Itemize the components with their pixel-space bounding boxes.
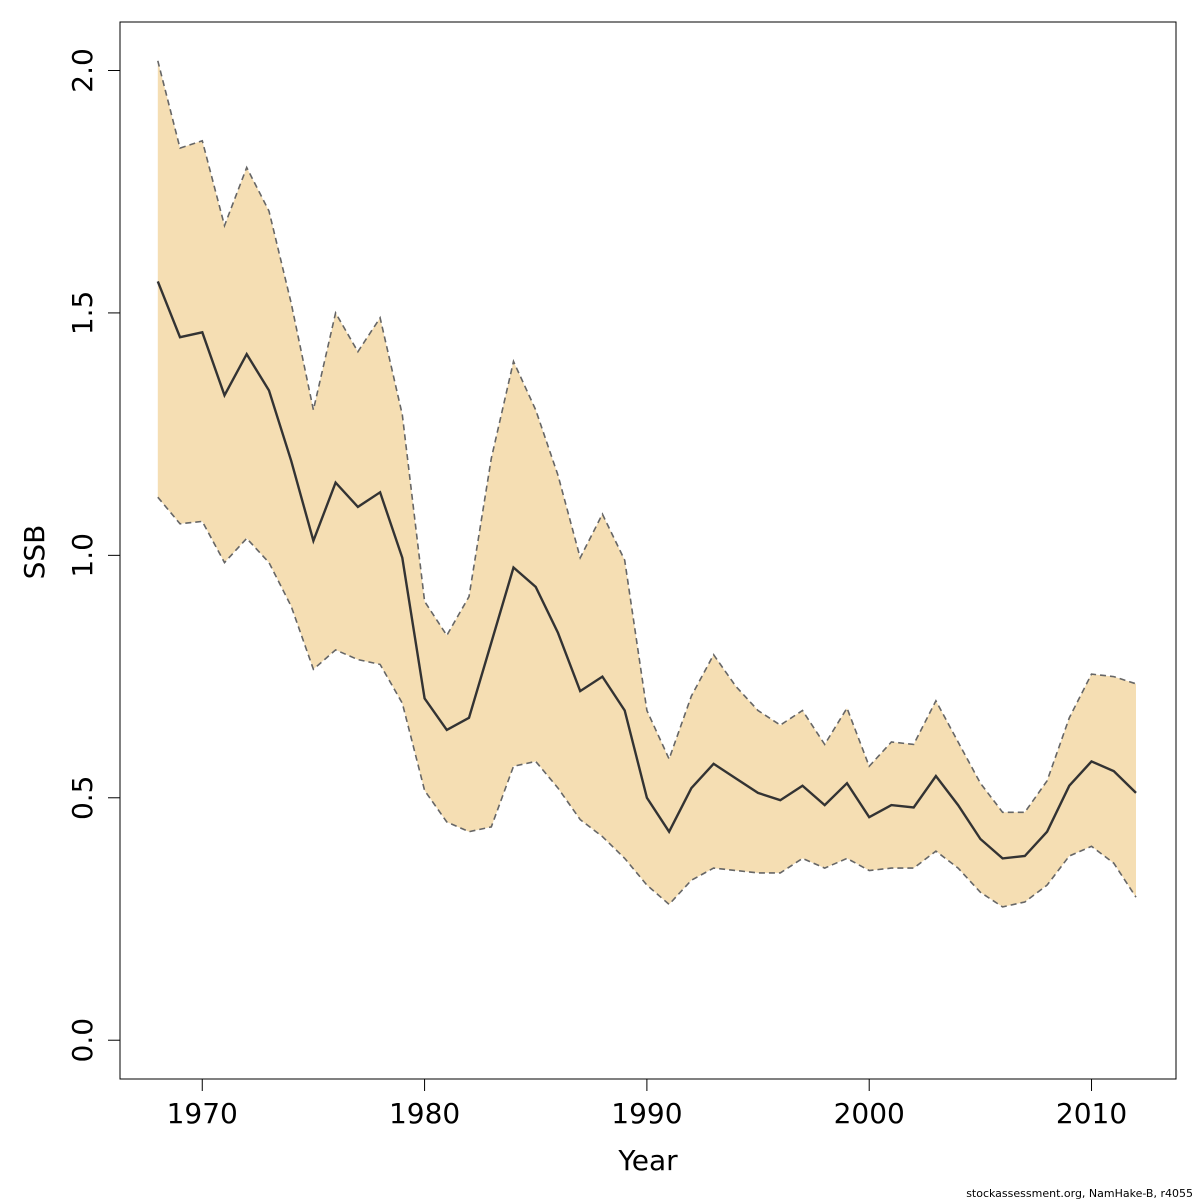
y-tick-label: 1.5 <box>66 291 99 336</box>
x-tick-label: 2010 <box>1056 1097 1127 1130</box>
x-tick-label: 1980 <box>389 1097 460 1130</box>
series-estimate <box>156 280 1137 860</box>
plot-frame <box>119 21 1177 1080</box>
y-axis-title: SSB <box>18 525 51 580</box>
confidence-band <box>157 60 1137 907</box>
x-tick-label: 1990 <box>611 1097 682 1130</box>
plot-layer <box>156 60 1137 908</box>
x-tick-label: 2000 <box>834 1097 905 1130</box>
series-lower-bound <box>157 496 1137 908</box>
x-axis-title: Year <box>617 1144 678 1177</box>
y-tick-label: 2.0 <box>66 48 99 93</box>
footer-credit: stockassessment.org, NamHake-B, r4055 <box>966 1187 1193 1200</box>
x-tick-label: 1970 <box>167 1097 238 1130</box>
y-axis: 0.0 0.5 1.0 1.5 2.0 <box>66 48 120 1062</box>
series-upper-bound <box>157 60 1137 814</box>
y-tick-label: 1.0 <box>66 533 99 578</box>
y-tick-label: 0.0 <box>66 1018 99 1063</box>
x-axis: 1970 1980 1990 2000 2010 <box>167 1079 1127 1130</box>
y-tick-label: 0.5 <box>66 776 99 821</box>
